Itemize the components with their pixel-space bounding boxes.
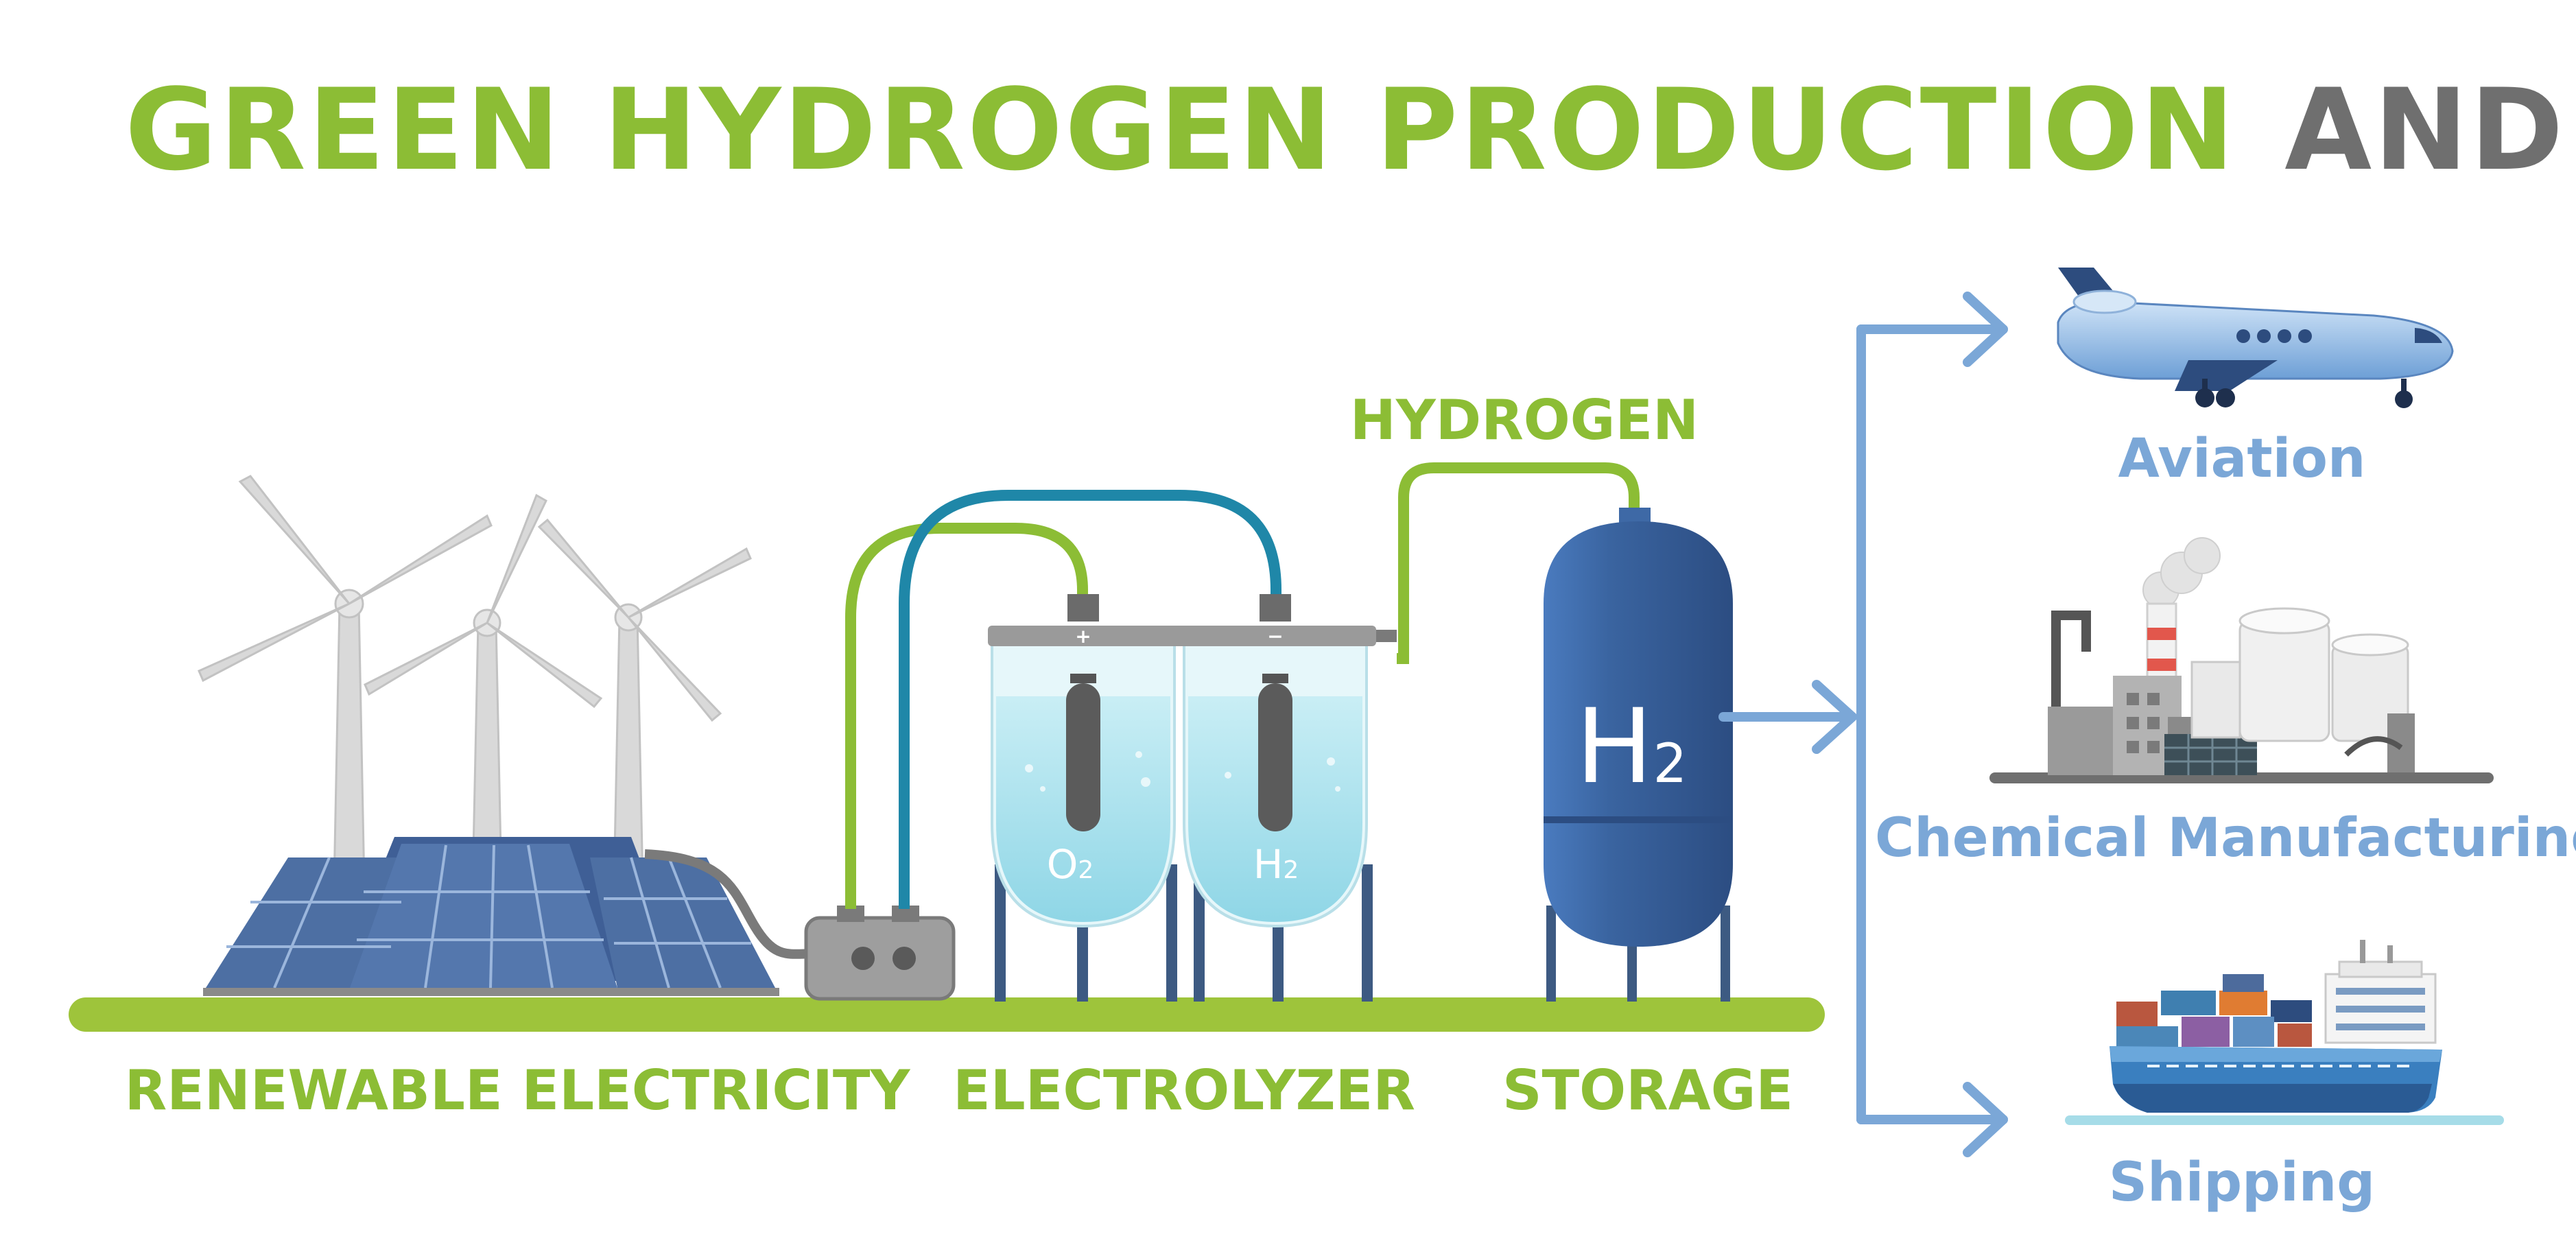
cargo-ship-icon — [2065, 940, 2504, 1125]
power-cable — [644, 849, 817, 959]
green-pipe-to-anode — [845, 523, 1088, 909]
hydrogen-pipe — [1397, 462, 1640, 664]
use-label-shipping: Shipping — [2109, 1152, 2375, 1214]
power-converter-icon — [804, 906, 956, 1001]
stage-label-storage: STORAGE — [1502, 1058, 1793, 1122]
electrolyzer-icon: + − O2 H2 — [988, 594, 1397, 1002]
title-part-and: AND — [2284, 64, 2565, 196]
distribution-arrows — [1718, 292, 2008, 1157]
stage-label-electrolyzer: ELECTROLYZER — [953, 1058, 1415, 1122]
anode-terminal-label: + — [1075, 625, 1091, 648]
use-label-chemical: Chemical Manufacturing — [1875, 807, 2576, 869]
oxygen-symbol: O2 — [1047, 841, 1094, 888]
page-title: GREEN HYDROGEN PRODUCTIONANDUSE — [125, 64, 2576, 196]
hydrogen-symbol-electrolyzer: H2 — [1253, 841, 1299, 888]
airplane-icon — [2057, 268, 2454, 408]
stage-label-renewable: RENEWABLE ELECTRICITY — [125, 1058, 911, 1122]
cathode-terminal-label: − — [1267, 625, 1283, 648]
blue-pipe-to-cathode — [899, 490, 1281, 909]
ground-strip — [69, 997, 1825, 1032]
storage-tank-icon: H2 — [1544, 508, 1733, 1002]
title-part-production: GREEN HYDROGEN PRODUCTION — [125, 64, 2236, 196]
factory-icon — [1989, 537, 2494, 783]
solar-panels-icon — [203, 837, 779, 996]
hydrogen-pipe-label: HYDROGEN — [1350, 388, 1699, 452]
wind-turbines-icon — [198, 475, 752, 886]
storage-h2-symbol: H2 — [1576, 687, 1687, 807]
use-label-aviation: Aviation — [2118, 428, 2366, 490]
